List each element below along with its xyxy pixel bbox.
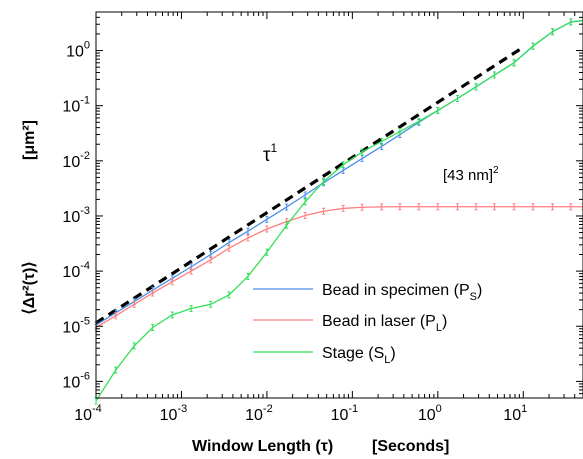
y-tick-label: 100 — [66, 40, 90, 61]
x-axis-unit: [Seconds] — [372, 438, 449, 455]
y-axis-title: ⟨Δr²(τ)⟩ — [21, 261, 38, 314]
legend: Bead in specimen (PS) Bead in laser (PL)… — [253, 282, 482, 366]
x-tick-label: 10-3 — [160, 403, 188, 424]
legend-label-specimen: Bead in specimen (PS) — [322, 282, 482, 303]
x-axis-title: Window Length (τ) — [192, 438, 333, 455]
plateau-annotation: [43 nm]2 — [443, 165, 499, 184]
series-stage — [94, 17, 583, 405]
y-tick-label: 10-3 — [62, 205, 90, 226]
tau-annotation-exponent: 1 — [271, 141, 278, 155]
series-line-specimen — [95, 19, 583, 326]
legend-label-laser-end: ) — [442, 313, 447, 330]
x-tick-label: 100 — [418, 403, 442, 424]
plateau-annotation-base: [43 nm] — [443, 167, 493, 184]
y-tick-label: 10-5 — [62, 315, 90, 336]
series-line-stage — [95, 19, 583, 402]
x-tick-label: 10-2 — [245, 403, 273, 424]
y-tick-label: 10-6 — [62, 370, 90, 391]
y-tick-label: 10-2 — [62, 150, 90, 171]
tick-layer — [95, 11, 583, 399]
plateau-annotation-exponent: 2 — [493, 165, 499, 176]
legend-label-specimen-sub: S — [470, 291, 477, 303]
series-layer — [94, 17, 583, 405]
y-tick-label: 10-4 — [62, 260, 90, 281]
legend-label-laser-text: Bead in laser (P — [322, 313, 436, 330]
reference-line-layer — [95, 45, 525, 325]
legend-label-stage-text: Stage (S — [322, 345, 384, 362]
series-line-laser — [95, 206, 583, 329]
x-tick-label: 10-4 — [74, 403, 102, 424]
reference-line — [95, 45, 525, 325]
legend-label-stage-end: ) — [390, 345, 395, 362]
y-tick-label: 10-1 — [62, 95, 90, 116]
tau-annotation-base: τ — [263, 145, 271, 166]
y-axis-unit: [μm²] — [21, 120, 38, 160]
legend-label-laser-sub: L — [436, 322, 442, 334]
plot-area-frame — [95, 11, 583, 399]
x-tick-label: 101 — [503, 403, 527, 424]
legend-label-stage-sub: L — [384, 354, 390, 366]
legend-label-specimen-end: ) — [477, 282, 482, 299]
legend-label-laser: Bead in laser (PL) — [322, 313, 447, 334]
tick-label-layer: 10-4 10-3 10-2 10-1 100 101 100 10-1 10-2 10-3 10-… — [62, 40, 527, 424]
series-laser — [94, 203, 583, 331]
legend-label-stage: Stage (SL) — [322, 345, 396, 366]
tau-annotation: τ1 — [263, 141, 278, 166]
x-tick-label: 10-1 — [331, 403, 359, 424]
legend-label-specimen-text: Bead in specimen (P — [322, 282, 470, 299]
